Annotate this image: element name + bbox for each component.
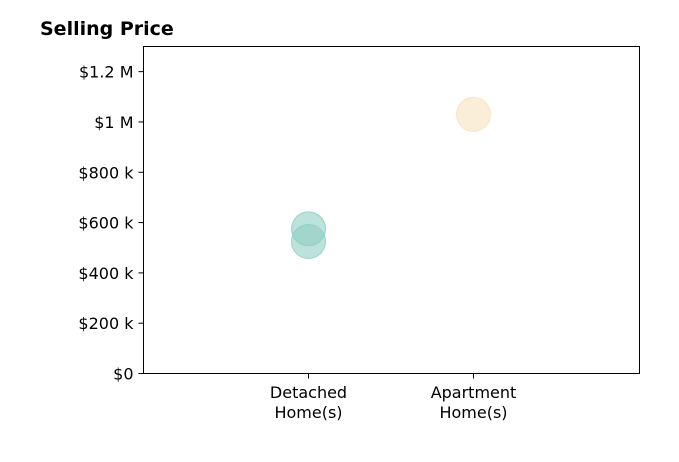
y-tick-label: $400 k xyxy=(78,264,134,283)
chart-title: Selling Price xyxy=(40,18,174,40)
x-tick-label-line: Apartment xyxy=(431,383,517,402)
data-point xyxy=(456,96,491,132)
y-tick-label: $800 k xyxy=(78,163,134,182)
y-tick-label: $0 xyxy=(113,365,133,384)
y-axis: $0 $200 k $400 k $600 k $800 k $1 M $1.2 M xyxy=(78,63,144,384)
y-tick-label: $200 k xyxy=(78,314,134,333)
data-point xyxy=(291,223,326,259)
y-tick-label: $1 M xyxy=(94,113,133,132)
data-points xyxy=(291,96,491,259)
x-tick-label: Detached Home(s) xyxy=(270,383,347,422)
x-tick-label: Apartment Home(s) xyxy=(431,383,517,422)
plot-frame xyxy=(143,46,640,374)
x-tick-label-line: Detached xyxy=(270,383,347,402)
x-tick-label-line: Home(s) xyxy=(439,403,507,422)
y-tick-label: $1.2 M xyxy=(79,63,134,82)
x-tick-label-line: Home(s) xyxy=(274,403,342,422)
y-tick-label: $600 k xyxy=(78,214,134,233)
x-axis: Detached Home(s)Apartment Home(s) xyxy=(270,373,517,422)
